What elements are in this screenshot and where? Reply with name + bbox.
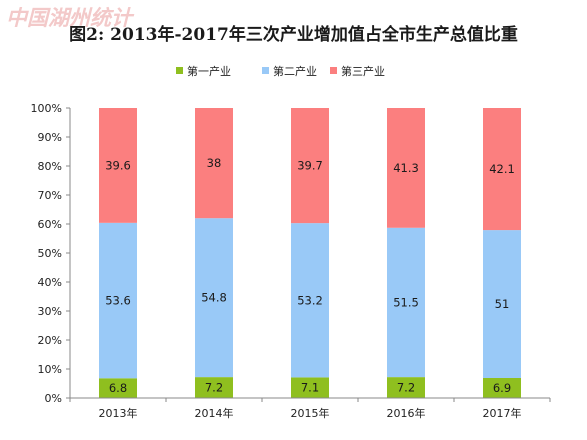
bars: 6.8 53.6 39.6 7.2 54.8 38 7.1 53.2 39.7 7.2 51.5 41… <box>99 108 521 398</box>
bar-segment <box>99 108 137 223</box>
data-label: 42.1 <box>489 162 515 176</box>
x-axis: 2013年 2014年 2015年 2016年 2017年 <box>69 397 551 420</box>
bar-segment <box>387 227 425 378</box>
legend: 第一产业 第二产业 第三产业 <box>176 64 385 78</box>
x-tick-label: 2013年 <box>99 406 138 420</box>
bar-segment <box>195 377 233 398</box>
y-tick-label: 10% <box>38 363 62 376</box>
y-tick-label: 70% <box>38 189 62 202</box>
y-tick-label: 100% <box>31 102 62 115</box>
bar-segment <box>483 230 521 378</box>
data-label: 54.8 <box>201 291 227 305</box>
legend-label: 第二产业 <box>273 64 317 78</box>
data-label: 38 <box>207 156 222 170</box>
bar-segment <box>291 223 329 378</box>
bar-segment <box>387 108 425 228</box>
data-label: 41.3 <box>393 161 419 175</box>
x-tick-label: 2015年 <box>291 406 330 420</box>
bar-segment <box>195 108 233 219</box>
data-label: 39.6 <box>105 158 131 172</box>
bar-segment <box>387 377 425 398</box>
legend-swatch <box>262 67 269 74</box>
y-tick-label: 20% <box>38 334 62 347</box>
data-label: 53.2 <box>297 293 323 307</box>
y-tick-label: 0% <box>45 392 62 405</box>
legend-label: 第一产业 <box>187 64 231 78</box>
data-label: 7.1 <box>301 381 319 395</box>
bar-segment <box>195 218 233 378</box>
y-tick-label: 40% <box>38 276 62 289</box>
x-tick-label: 2016年 <box>387 406 426 420</box>
y-tick-label: 80% <box>38 160 62 173</box>
y-tick-label: 90% <box>38 131 62 144</box>
x-tick-label: 2017年 <box>483 406 522 420</box>
legend-swatch <box>330 67 337 74</box>
data-label: 39.7 <box>297 159 323 173</box>
legend-label: 第三产业 <box>341 64 385 78</box>
x-tick-label: 2014年 <box>195 406 234 420</box>
y-tick-label: 30% <box>38 305 62 318</box>
watermark-logo: 中国湖州统计 <box>6 5 132 30</box>
data-label: 7.2 <box>205 381 223 395</box>
data-label: 51 <box>495 297 510 311</box>
bar-segment <box>291 108 329 224</box>
bar-segment <box>99 378 137 398</box>
data-label: 7.2 <box>397 381 415 395</box>
y-axis: 0% 10% 20% 30% 40% 50% 60% 70% 80% 90% 100% <box>31 102 71 405</box>
bar-segment <box>483 377 521 398</box>
chart-title: 图2: 2013年-2017年三次产业增加值占全市生产总值比重 <box>69 25 518 45</box>
bar-segment <box>99 222 137 379</box>
data-label: 51.5 <box>393 295 419 309</box>
y-tick-label: 50% <box>38 247 62 260</box>
y-tick-label: 60% <box>38 218 62 231</box>
bar-segment <box>291 377 329 398</box>
data-label: 6.9 <box>493 381 511 395</box>
data-label: 53.6 <box>105 294 131 308</box>
data-label: 6.8 <box>109 381 127 395</box>
legend-swatch <box>176 67 183 74</box>
bar-segment <box>483 108 521 231</box>
